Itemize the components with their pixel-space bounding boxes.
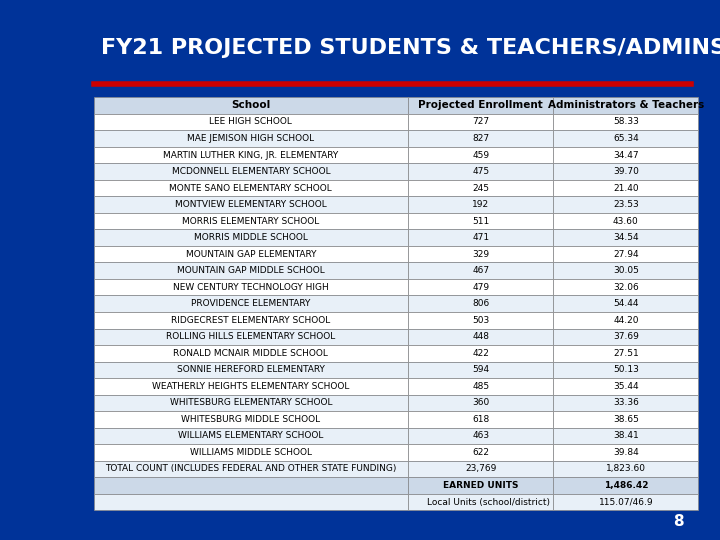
Text: 115.07/46.9: 115.07/46.9: [598, 497, 653, 507]
Text: MARTIN LUTHER KING, JR. ELEMENTARY: MARTIN LUTHER KING, JR. ELEMENTARY: [163, 151, 338, 159]
Text: 27.51: 27.51: [613, 349, 639, 358]
Text: MOUNTAIN GAP MIDDLE SCHOOL: MOUNTAIN GAP MIDDLE SCHOOL: [177, 266, 325, 275]
Text: MONTE SANO ELEMENTARY SCHOOL: MONTE SANO ELEMENTARY SCHOOL: [169, 184, 332, 193]
Text: PROVIDENCE ELEMENTARY: PROVIDENCE ELEMENTARY: [192, 299, 310, 308]
Text: 448: 448: [472, 332, 489, 341]
Text: MORRIS MIDDLE SCHOOL: MORRIS MIDDLE SCHOOL: [194, 233, 307, 242]
Text: 503: 503: [472, 316, 490, 325]
Text: 622: 622: [472, 448, 489, 457]
Text: FY21 PROJECTED STUDENTS & TEACHERS/ADMINS: FY21 PROJECTED STUDENTS & TEACHERS/ADMIN…: [101, 38, 720, 58]
Text: RONALD MCNAIR MIDDLE SCHOOL: RONALD MCNAIR MIDDLE SCHOOL: [174, 349, 328, 358]
Text: 23.53: 23.53: [613, 200, 639, 209]
Text: WHITESBURG MIDDLE SCHOOL: WHITESBURG MIDDLE SCHOOL: [181, 415, 320, 424]
Text: 34.47: 34.47: [613, 151, 639, 159]
Text: 463: 463: [472, 431, 489, 441]
Text: WILLIAMS ELEMENTARY SCHOOL: WILLIAMS ELEMENTARY SCHOOL: [178, 431, 323, 441]
Text: 360: 360: [472, 399, 490, 407]
Text: 618: 618: [472, 415, 490, 424]
Text: MONTVIEW ELEMENTARY SCHOOL: MONTVIEW ELEMENTARY SCHOOL: [175, 200, 327, 209]
Text: 467: 467: [472, 266, 489, 275]
Text: 422: 422: [472, 349, 489, 358]
Text: 39.70: 39.70: [613, 167, 639, 176]
Text: 39.84: 39.84: [613, 448, 639, 457]
Text: 32.06: 32.06: [613, 283, 639, 292]
Text: WEATHERLY HEIGHTS ELEMENTARY SCHOOL: WEATHERLY HEIGHTS ELEMENTARY SCHOOL: [152, 382, 349, 391]
Text: LEE HIGH SCHOOL: LEE HIGH SCHOOL: [210, 118, 292, 126]
Text: 511: 511: [472, 217, 490, 226]
Text: 33.36: 33.36: [613, 399, 639, 407]
Text: 54.44: 54.44: [613, 299, 639, 308]
Text: 479: 479: [472, 283, 489, 292]
Text: 245: 245: [472, 184, 489, 193]
Text: 8: 8: [673, 514, 684, 529]
Text: 38.41: 38.41: [613, 431, 639, 441]
Text: 594: 594: [472, 366, 489, 374]
Text: 192: 192: [472, 200, 489, 209]
Text: 1,486.42: 1,486.42: [603, 481, 648, 490]
Text: Local Units (school/district): Local Units (school/district): [428, 497, 550, 507]
Text: Projected Enrollment: Projected Enrollment: [418, 100, 543, 111]
Text: 35.44: 35.44: [613, 382, 639, 391]
Text: MORRIS ELEMENTARY SCHOOL: MORRIS ELEMENTARY SCHOOL: [182, 217, 320, 226]
Text: ROLLING HILLS ELEMENTARY SCHOOL: ROLLING HILLS ELEMENTARY SCHOOL: [166, 332, 336, 341]
Text: 50.13: 50.13: [613, 366, 639, 374]
Text: MAE JEMISON HIGH SCHOOL: MAE JEMISON HIGH SCHOOL: [187, 134, 315, 143]
Text: 1,823.60: 1,823.60: [606, 464, 646, 474]
Text: 475: 475: [472, 167, 489, 176]
Text: WILLIAMS MIDDLE SCHOOL: WILLIAMS MIDDLE SCHOOL: [190, 448, 312, 457]
Text: MCDONNELL ELEMENTARY SCHOOL: MCDONNELL ELEMENTARY SCHOOL: [171, 167, 330, 176]
Text: 21.40: 21.40: [613, 184, 639, 193]
Text: 459: 459: [472, 151, 489, 159]
Text: 727: 727: [472, 118, 489, 126]
Text: 58.33: 58.33: [613, 118, 639, 126]
Text: RIDGECREST ELEMENTARY SCHOOL: RIDGECREST ELEMENTARY SCHOOL: [171, 316, 330, 325]
Text: Administrators & Teachers: Administrators & Teachers: [548, 100, 704, 111]
Text: 471: 471: [472, 233, 489, 242]
Text: School: School: [231, 100, 271, 111]
Text: 30.05: 30.05: [613, 266, 639, 275]
Text: NEW CENTURY TECHNOLOGY HIGH: NEW CENTURY TECHNOLOGY HIGH: [173, 283, 329, 292]
Text: 806: 806: [472, 299, 490, 308]
Text: 43.60: 43.60: [613, 217, 639, 226]
Text: WHITESBURG ELEMENTARY SCHOOL: WHITESBURG ELEMENTARY SCHOOL: [170, 399, 332, 407]
Text: MOUNTAIN GAP ELEMENTARY: MOUNTAIN GAP ELEMENTARY: [186, 249, 316, 259]
Text: 329: 329: [472, 249, 489, 259]
Text: 485: 485: [472, 382, 489, 391]
Text: 37.69: 37.69: [613, 332, 639, 341]
Text: TOTAL COUNT (INCLUDES FEDERAL AND OTHER STATE FUNDING): TOTAL COUNT (INCLUDES FEDERAL AND OTHER …: [105, 464, 397, 474]
Text: 27.94: 27.94: [613, 249, 639, 259]
Text: 827: 827: [472, 134, 489, 143]
Text: 38.65: 38.65: [613, 415, 639, 424]
Text: 44.20: 44.20: [613, 316, 639, 325]
Text: 34.54: 34.54: [613, 233, 639, 242]
Text: 65.34: 65.34: [613, 134, 639, 143]
Text: EARNED UNITS: EARNED UNITS: [443, 481, 518, 490]
Text: 23,769: 23,769: [465, 464, 496, 474]
Text: SONNIE HEREFORD ELEMENTARY: SONNIE HEREFORD ELEMENTARY: [177, 366, 325, 374]
